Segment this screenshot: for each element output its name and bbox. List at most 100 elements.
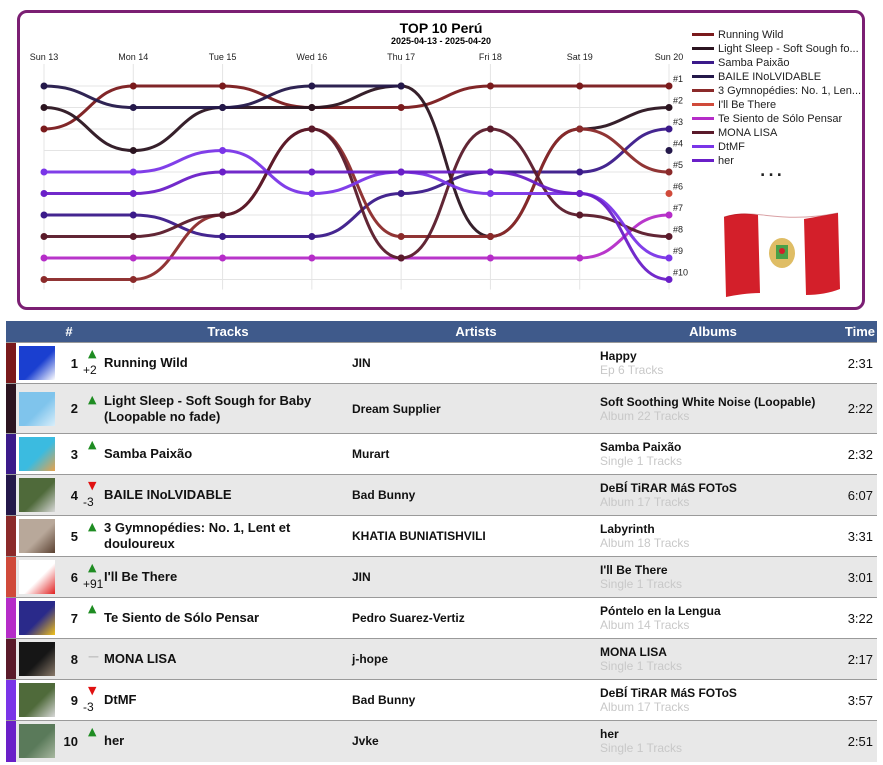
- data-point[interactable]: [40, 125, 48, 133]
- data-point[interactable]: [397, 104, 405, 111]
- legend-entry[interactable]: Light Sleep - Soft Sough fo...: [718, 43, 859, 55]
- album-art-icon[interactable]: [19, 346, 55, 380]
- track-title[interactable]: 3 Gymnopédies: No. 1, Lent et douloureux: [104, 515, 352, 557]
- legend-entry[interactable]: her: [718, 155, 734, 167]
- track-title[interactable]: Running Wild: [104, 342, 352, 384]
- data-point[interactable]: [129, 254, 137, 262]
- legend-entry[interactable]: MONA LISA: [718, 127, 778, 139]
- table-row[interactable]: 1 ▲ +2 Running Wild JIN Happy Ep 6 Tracks 2:31: [6, 342, 877, 384]
- album-title[interactable]: Póntelo en la Lengua: [600, 604, 721, 618]
- data-point[interactable]: [308, 254, 316, 262]
- artist-name[interactable]: Pedro Suarez-Vertiz: [352, 597, 600, 639]
- table-row[interactable]: 8— MONA LISA j-hope MONA LISA Single 1 Track…: [6, 638, 877, 680]
- album-art-icon[interactable]: [19, 519, 55, 553]
- data-point[interactable]: [40, 168, 48, 176]
- table-row[interactable]: 9 ▼ -3 DtMF Bad Bunny DeBÍ TiRAR MáS FOToS Alb…: [6, 679, 877, 721]
- data-point[interactable]: [219, 82, 227, 90]
- artist-name[interactable]: JIN: [352, 342, 600, 384]
- track-title[interactable]: DtMF: [104, 679, 352, 721]
- data-point[interactable]: [129, 276, 137, 283]
- artist-name[interactable]: Murart: [352, 433, 600, 475]
- album-title[interactable]: Samba Paixão: [600, 440, 682, 454]
- header-artists[interactable]: Artists: [352, 321, 600, 343]
- data-point[interactable]: [129, 147, 137, 154]
- artist-name[interactable]: JIN: [352, 556, 600, 598]
- data-point[interactable]: [308, 168, 316, 176]
- track-title[interactable]: Te Siento de Sólo Pensar: [104, 597, 352, 639]
- data-point[interactable]: [129, 190, 137, 197]
- data-point[interactable]: [129, 82, 137, 90]
- data-point[interactable]: [665, 104, 673, 111]
- album-art-icon[interactable]: [19, 437, 55, 471]
- track-title[interactable]: Samba Paixão: [104, 433, 352, 475]
- data-point[interactable]: [576, 125, 584, 133]
- data-point[interactable]: [129, 211, 137, 219]
- table-row[interactable]: 6 ▲ +91 I'll Be There JIN I'll Be There Single…: [6, 556, 877, 598]
- data-point[interactable]: [665, 190, 673, 197]
- artist-name[interactable]: KHATIA BUNIATISHVILI: [352, 515, 600, 557]
- header-num[interactable]: #: [58, 321, 80, 343]
- data-point[interactable]: [665, 276, 673, 283]
- data-point[interactable]: [397, 190, 405, 197]
- data-point[interactable]: [665, 211, 673, 219]
- series-line[interactable]: [43, 148, 670, 260]
- data-point[interactable]: [397, 233, 405, 240]
- series-line[interactable]: [44, 127, 670, 260]
- data-point[interactable]: [129, 168, 137, 176]
- data-point[interactable]: [40, 82, 48, 90]
- album-title[interactable]: Happy: [600, 349, 637, 363]
- track-title[interactable]: her: [104, 720, 352, 762]
- data-point[interactable]: [219, 168, 227, 176]
- data-point[interactable]: [665, 82, 673, 90]
- data-point[interactable]: [40, 211, 48, 219]
- data-point[interactable]: [219, 233, 227, 240]
- album-art-icon[interactable]: [19, 601, 55, 635]
- data-point[interactable]: [665, 233, 673, 240]
- album-title[interactable]: DeBÍ TiRAR MáS FOToS: [600, 481, 737, 495]
- data-point[interactable]: [576, 82, 584, 90]
- data-point[interactable]: [308, 233, 316, 240]
- data-point[interactable]: [397, 82, 405, 90]
- data-point[interactable]: [486, 233, 494, 240]
- data-point[interactable]: [40, 104, 48, 111]
- series-line[interactable]: [43, 170, 670, 281]
- data-point[interactable]: [40, 254, 48, 262]
- header-tracks[interactable]: Tracks: [104, 321, 352, 343]
- artist-name[interactable]: j-hope: [352, 638, 600, 680]
- table-row[interactable]: 10 ▲ her Jvke her Single 1 Tracks 2:51: [6, 720, 877, 762]
- track-title[interactable]: I'll Be There: [104, 556, 352, 598]
- data-point[interactable]: [219, 254, 227, 262]
- table-row[interactable]: 3 ▲ Samba Paixão Murart Samba Paixão Single 1…: [6, 433, 877, 475]
- data-point[interactable]: [40, 190, 48, 197]
- album-title[interactable]: DeBÍ TiRAR MáS FOToS: [600, 686, 737, 700]
- data-point[interactable]: [665, 125, 673, 133]
- legend-entry[interactable]: I'll Be There: [718, 99, 776, 111]
- album-art-icon[interactable]: [19, 683, 55, 717]
- artist-name[interactable]: Bad Bunny: [352, 474, 600, 516]
- album-title[interactable]: Labyrinth: [600, 522, 655, 536]
- data-point[interactable]: [665, 147, 673, 154]
- album-art-icon[interactable]: [19, 478, 55, 512]
- track-title[interactable]: BAILE INoLVIDABLE: [104, 474, 352, 516]
- legend-entry[interactable]: Running Wild: [718, 29, 783, 41]
- table-row[interactable]: 7 ▲ Te Siento de Sólo Pensar Pedro Suarez-V…: [6, 597, 877, 639]
- data-point[interactable]: [576, 254, 584, 262]
- legend-entry[interactable]: DtMF: [718, 141, 745, 153]
- track-title[interactable]: Light Sleep - Soft Sough for Baby (Loopa…: [104, 383, 352, 434]
- data-point[interactable]: [486, 125, 494, 133]
- data-point[interactable]: [129, 233, 137, 240]
- artist-name[interactable]: Bad Bunny: [352, 679, 600, 721]
- data-point[interactable]: [40, 276, 48, 283]
- data-point[interactable]: [219, 104, 227, 111]
- header-time[interactable]: Time: [826, 321, 877, 343]
- data-point[interactable]: [486, 82, 494, 90]
- table-row[interactable]: 2 ▲ Light Sleep - Soft Sough for Baby (Loo…: [6, 383, 877, 434]
- data-point[interactable]: [219, 147, 227, 154]
- album-art-icon[interactable]: [19, 391, 55, 426]
- data-point[interactable]: [308, 190, 316, 197]
- data-point[interactable]: [576, 168, 584, 176]
- data-point[interactable]: [397, 254, 405, 262]
- data-point[interactable]: [486, 168, 494, 176]
- data-point[interactable]: [576, 190, 584, 197]
- data-point[interactable]: [576, 211, 584, 219]
